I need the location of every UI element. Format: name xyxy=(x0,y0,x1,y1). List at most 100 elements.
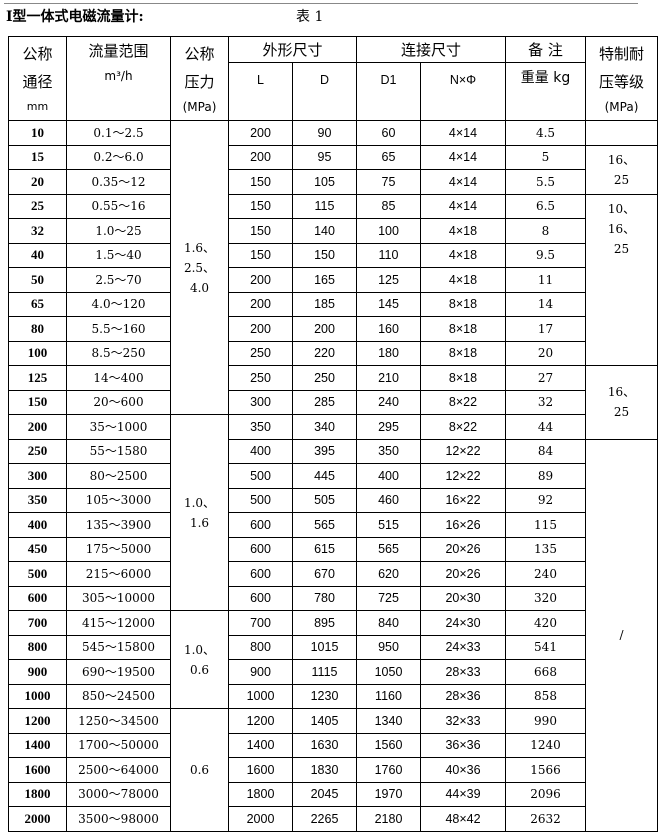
cell-D: 1630 xyxy=(292,732,357,758)
cell-D: 90 xyxy=(292,120,357,146)
cell-L: 1600 xyxy=(228,757,293,783)
cell-flow-range: 55～1580 xyxy=(66,438,171,464)
table-row: 600 305～10000 600 780 725 20×30 320 xyxy=(8,585,658,611)
cell-D: 220 xyxy=(292,340,357,366)
cell-NxPhi: 8×18 xyxy=(420,316,506,342)
cell-D1: 1160 xyxy=(356,683,421,709)
cell-flow-range: 35～1000 xyxy=(66,414,171,440)
cell-L: 700 xyxy=(228,610,293,636)
cell-D1: 240 xyxy=(356,389,421,415)
cell-D1: 110 xyxy=(356,242,421,268)
cell-D: 285 xyxy=(292,389,357,415)
table-row: 65 4.0～120 200 185 145 8×18 14 xyxy=(8,291,658,317)
cell-L: 200 xyxy=(228,291,293,317)
cell-D: 1115 xyxy=(292,659,357,685)
cell-flow-range: 215～6000 xyxy=(66,561,171,587)
header-note: 备 注 xyxy=(505,36,586,63)
cell-weight: 990 xyxy=(505,708,586,734)
table-row: 15 0.2～6.0 200 95 65 4×14 5 16、 25 xyxy=(8,144,658,195)
cell-L: 250 xyxy=(228,340,293,366)
header-weight: 重量 kg xyxy=(505,62,586,121)
cell-D1: 950 xyxy=(356,634,421,660)
cell-dn: 10 xyxy=(8,120,67,146)
cell-L: 500 xyxy=(228,463,293,489)
cell-flow-range: 690～19500 xyxy=(66,659,171,685)
cell-D: 615 xyxy=(292,536,357,562)
cell-dn: 250 xyxy=(8,438,67,464)
cell-NxPhi: 32×33 xyxy=(420,708,506,734)
cell-flow-range: 1.5～40 xyxy=(66,242,171,268)
cell-L: 600 xyxy=(228,585,293,611)
cell-D1: 725 xyxy=(356,585,421,611)
cell-NxPhi: 24×30 xyxy=(420,610,506,636)
cell-pressure: 0.6 xyxy=(170,708,229,832)
cell-dn: 500 xyxy=(8,561,67,587)
cell-D1: 60 xyxy=(356,120,421,146)
cell-L: 250 xyxy=(228,365,293,391)
cell-flow-range: 3000～78000 xyxy=(66,781,171,807)
cell-flow-range: 2.5～70 xyxy=(66,267,171,293)
cell-flow-range: 3500～98000 xyxy=(66,806,171,832)
cell-weight: 2096 xyxy=(505,781,586,807)
table-row: 2000 3500～98000 2000 2265 2180 48×42 2632 xyxy=(8,806,658,832)
cell-D: 105 xyxy=(292,169,357,195)
cell-flow-range: 8.5～250 xyxy=(66,340,171,366)
cell-D: 1230 xyxy=(292,683,357,709)
cell-dn: 200 xyxy=(8,414,67,440)
cell-flow-range: 545～15800 xyxy=(66,634,171,660)
cell-dn: 800 xyxy=(8,634,67,660)
cell-dn: 65 xyxy=(8,291,67,317)
cell-weight: 1566 xyxy=(505,757,586,783)
table-row: 250 55～1580 400 395 350 12×22 84/ xyxy=(8,438,658,832)
cell-NxPhi: 40×36 xyxy=(420,757,506,783)
cell-NxPhi: 8×22 xyxy=(420,389,506,415)
cell-D1: 350 xyxy=(356,438,421,464)
table-row: 80 5.5～160 200 200 160 8×18 17 xyxy=(8,316,658,342)
cell-dn: 300 xyxy=(8,463,67,489)
cell-D1: 460 xyxy=(356,487,421,513)
cell-NxPhi: 4×14 xyxy=(420,169,506,195)
table-number: 表 1 xyxy=(296,9,324,25)
header-conn: 连接尺寸 xyxy=(356,36,506,63)
cell-D1: 515 xyxy=(356,512,421,538)
cell-weight: 44 xyxy=(505,414,586,440)
cell-dn: 100 xyxy=(8,340,67,366)
cell-dn: 1200 xyxy=(8,708,67,734)
cell-dn: 1400 xyxy=(8,732,67,758)
cell-weight: 240 xyxy=(505,561,586,587)
cell-flow-range: 415～12000 xyxy=(66,610,171,636)
table-row: 500 215～6000 600 670 620 20×26 240 xyxy=(8,561,658,587)
cell-L: 300 xyxy=(228,389,293,415)
cell-D: 1405 xyxy=(292,708,357,734)
cell-D: 1015 xyxy=(292,634,357,660)
cell-D1: 160 xyxy=(356,316,421,342)
cell-dn: 20 xyxy=(8,169,67,195)
cell-D1: 1760 xyxy=(356,757,421,783)
cell-L: 150 xyxy=(228,169,293,195)
cell-NxPhi: 4×18 xyxy=(420,267,506,293)
cell-NxPhi: 4×18 xyxy=(420,242,506,268)
cell-dn: 600 xyxy=(8,585,67,611)
cell-D: 165 xyxy=(292,267,357,293)
cell-NxPhi: 20×26 xyxy=(420,536,506,562)
cell-weight: 541 xyxy=(505,634,586,660)
cell-D1: 1340 xyxy=(356,708,421,734)
cell-dn: 400 xyxy=(8,512,67,538)
cell-D: 2265 xyxy=(292,806,357,832)
cell-NxPhi: 4×14 xyxy=(420,120,506,146)
cell-flow-range: 4.0～120 xyxy=(66,291,171,317)
cell-weight: 27 xyxy=(505,365,586,391)
cell-weight: 14 xyxy=(505,291,586,317)
cell-D1: 840 xyxy=(356,610,421,636)
cell-dn: 1800 xyxy=(8,781,67,807)
cell-NxPhi: 48×42 xyxy=(420,806,506,832)
cell-flow-range: 1.0～25 xyxy=(66,218,171,244)
table-row: 350 105～3000 500 505 460 16×22 92 xyxy=(8,487,658,513)
cell-D1: 85 xyxy=(356,193,421,219)
cell-weight: 1240 xyxy=(505,732,586,758)
table-row: 20 0.35～12 150 105 75 4×14 5.5 xyxy=(8,169,658,195)
header-NxPhi: N×Φ xyxy=(420,62,506,121)
cell-NxPhi: 44×39 xyxy=(420,781,506,807)
cell-D: 185 xyxy=(292,291,357,317)
header-flow: 流量范围 m³/h xyxy=(66,36,171,121)
